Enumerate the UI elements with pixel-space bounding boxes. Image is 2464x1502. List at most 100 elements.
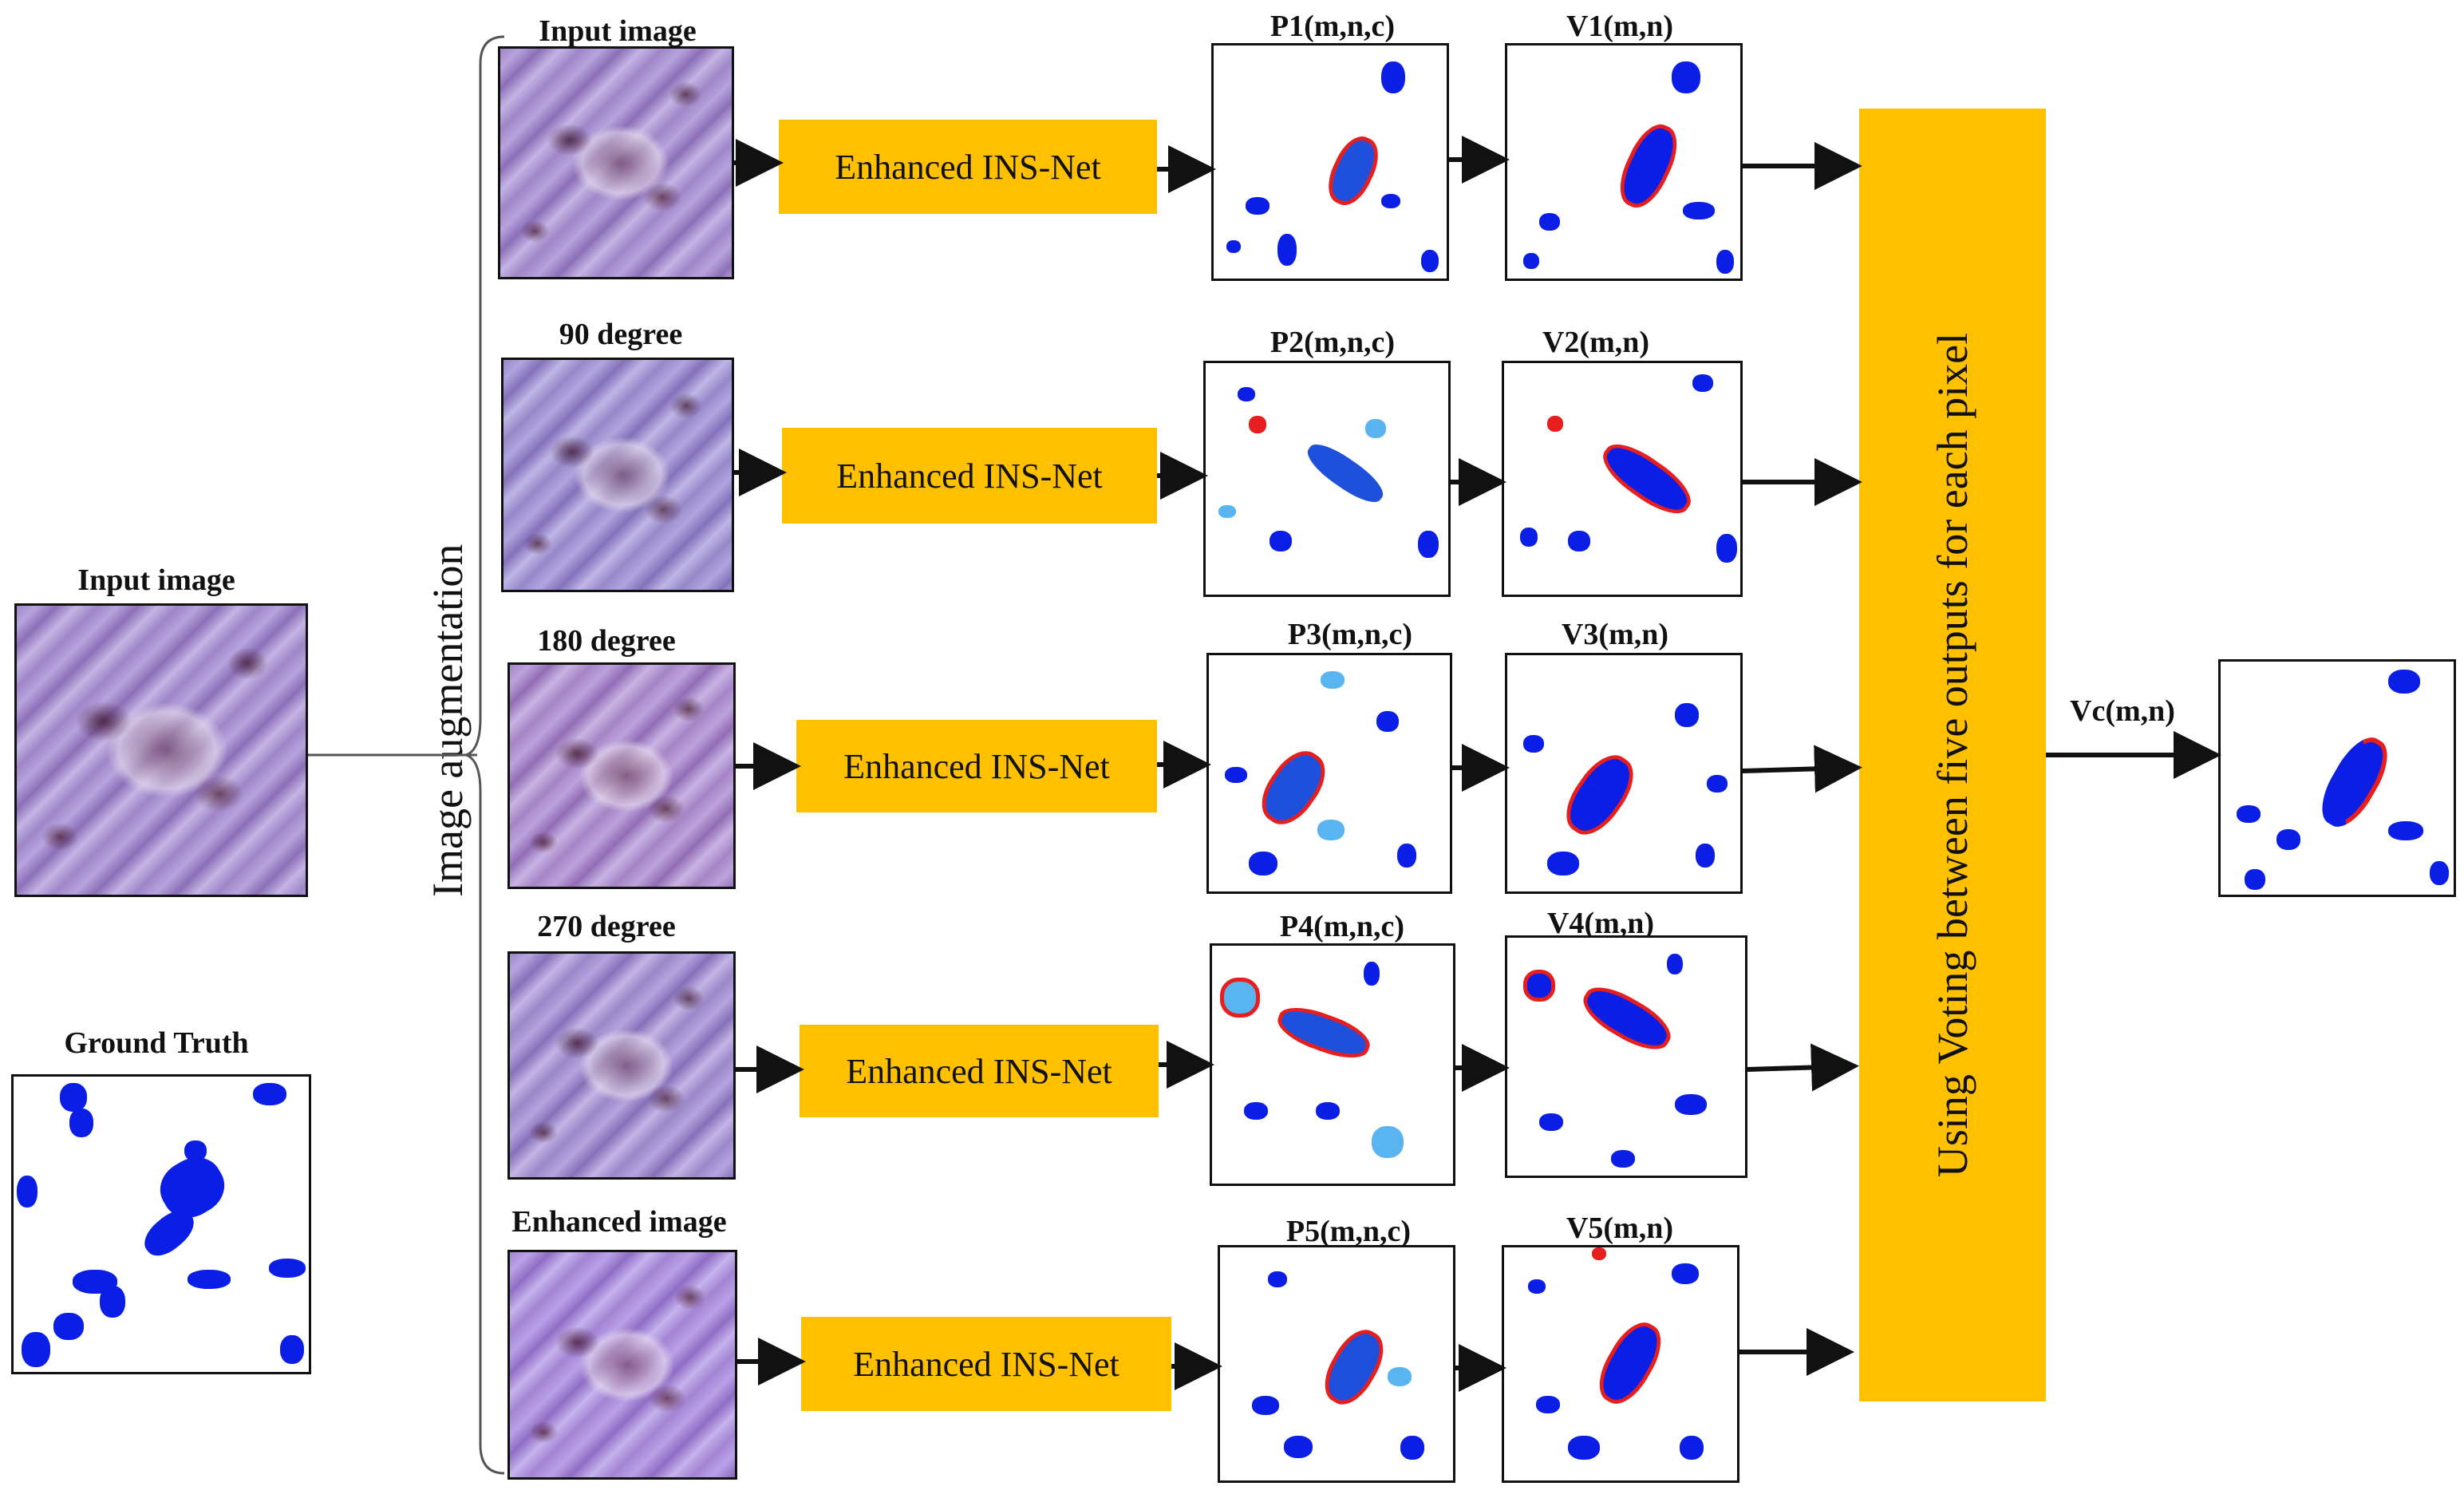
p5-segment [1388, 1367, 1412, 1386]
v3-segment [1675, 703, 1699, 727]
p3-segment [1225, 767, 1247, 783]
p1-segment [1381, 194, 1400, 208]
p1-segment [1246, 197, 1270, 215]
v1-segment [1523, 253, 1539, 269]
v3-segment [1523, 735, 1544, 753]
p2-segment [1418, 531, 1439, 558]
v1-segment [1672, 61, 1700, 93]
p5-segment [1252, 1396, 1279, 1415]
v4-label: V4(m,n) [1546, 907, 1655, 940]
v4-segment [1611, 1150, 1635, 1168]
v4-vote-map [1505, 935, 1747, 1178]
v5-segment [1536, 1396, 1560, 1413]
v1-label: V1(m,n) [1566, 10, 1674, 43]
row2-source-label: 90 degree [559, 318, 683, 351]
p2-segment [1238, 387, 1255, 401]
v4-segment [1675, 1094, 1707, 1115]
p1-label: P1(m,n,c) [1270, 10, 1396, 43]
v5-segment [1680, 1436, 1704, 1460]
input-image [14, 603, 308, 897]
v4-segment-boundary [1523, 970, 1555, 1002]
p5-segment [1268, 1271, 1287, 1287]
p1-segment [1277, 234, 1297, 266]
row2-network-block: Enhanced INS-Net [782, 428, 1157, 524]
row3-network-block: Enhanced INS-Net [796, 720, 1157, 812]
output-segment [2388, 821, 2423, 840]
row5-source-image [507, 1250, 737, 1480]
v1-vote-map [1505, 43, 1743, 281]
v2-segment [1520, 528, 1538, 547]
p5-segment [1284, 1436, 1313, 1458]
p1-probability-map [1211, 43, 1449, 281]
p4-segment-boundary [1220, 978, 1260, 1018]
p3-segment [1376, 711, 1399, 732]
output-segment [2245, 869, 2265, 890]
ground-truth-label: Ground Truth [64, 1026, 249, 1060]
v3-segment [1696, 844, 1715, 868]
gt-segment [253, 1083, 286, 1105]
gt-segment [188, 1270, 231, 1289]
p3-label: P3(m,n,c) [1287, 618, 1413, 651]
p3-probability-map [1206, 653, 1452, 894]
v3-segment [1707, 775, 1728, 793]
v5-vote-map [1502, 1245, 1739, 1483]
row3-source-label: 180 degree [537, 624, 676, 658]
p4-segment [1316, 1102, 1340, 1120]
gt-segment [100, 1286, 125, 1318]
v2-vote-map [1502, 361, 1743, 597]
p2-probability-map [1203, 361, 1451, 597]
p4-segment [1364, 962, 1380, 986]
gt-segment [269, 1259, 306, 1278]
p3-segment [1249, 852, 1277, 876]
row4-source-label: 270 degree [537, 910, 676, 943]
output-vote-map [2218, 659, 2456, 897]
p5-label: P5(m,n,c) [1285, 1215, 1412, 1248]
p5-probability-map [1218, 1245, 1455, 1483]
v4-segment [1667, 954, 1683, 974]
v1-segment [1539, 213, 1560, 231]
v2-segment-boundary [1547, 416, 1563, 432]
v2-segment [1568, 531, 1590, 551]
v5-segment [1672, 1263, 1699, 1284]
output-segment [2276, 829, 2300, 850]
p3-segment [1321, 671, 1345, 689]
p4-label: P4(m,n,c) [1279, 910, 1405, 943]
p2-label: P2(m,n,c) [1270, 326, 1396, 359]
output-label: Vc(m,n) [2070, 694, 2175, 728]
row2-source-image [501, 358, 734, 592]
p1-segment [1421, 250, 1439, 272]
gt-segment [69, 1109, 93, 1137]
p2-segment-boundary [1249, 416, 1266, 433]
row1-network-block: Enhanced INS-Net [779, 120, 1157, 214]
row1-source-label: Input image [539, 14, 697, 48]
augmentation-bracket [462, 35, 505, 1475]
p5-segment [1400, 1436, 1424, 1460]
v5-segment [1568, 1436, 1600, 1460]
row3-vote-arrow [1742, 745, 1862, 793]
ground-truth-image [11, 1074, 311, 1374]
v5-segment [1528, 1279, 1546, 1294]
p2-segment [1218, 505, 1236, 518]
p2-segment [1365, 419, 1386, 438]
row5-network-block: Enhanced INS-Net [801, 1317, 1171, 1411]
v3-label: V3(m,n) [1561, 618, 1669, 651]
row4-source-image [507, 951, 736, 1180]
v5-label: V5(m,n) [1566, 1211, 1674, 1245]
v4-segment [1539, 1113, 1563, 1131]
row3-source-image [507, 662, 736, 889]
p4-segment [1372, 1126, 1404, 1158]
p4-segment [1244, 1102, 1268, 1120]
row1-source-image [498, 46, 734, 279]
p1-segment [1226, 240, 1241, 253]
v3-vote-map [1505, 653, 1743, 894]
gt-segment [22, 1332, 50, 1367]
row4-vote-arrow [1747, 1043, 1859, 1092]
voting-block: Using Voting between five outputs for ea… [1859, 109, 2046, 1401]
gt-segment [60, 1083, 87, 1112]
v2-label: V2(m,n) [1542, 326, 1650, 359]
gt-segment [17, 1176, 38, 1208]
p1-segment [1381, 61, 1405, 93]
p2-segment [1270, 531, 1292, 551]
